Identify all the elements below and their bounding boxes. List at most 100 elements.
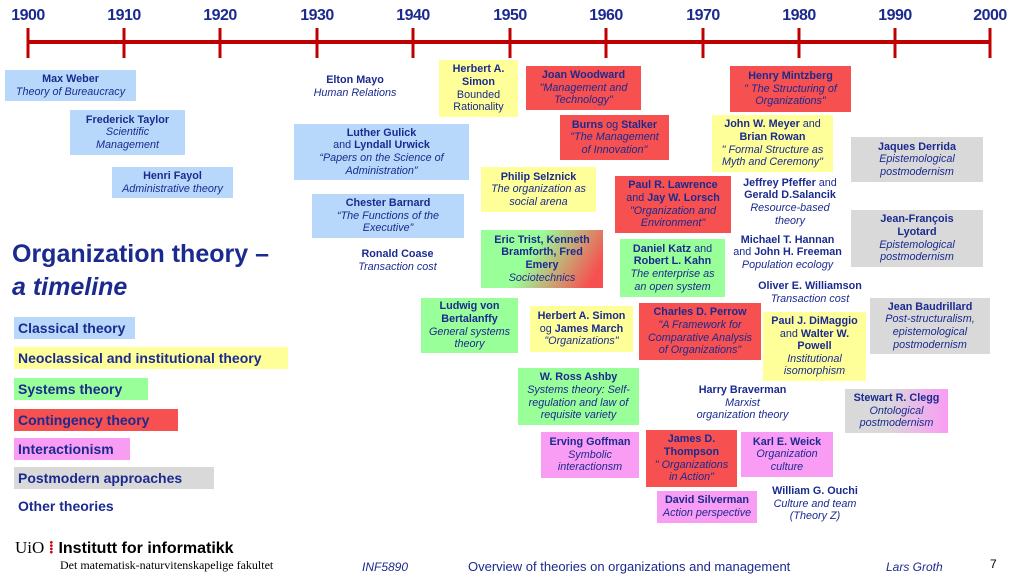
theory-line: "The Management <box>570 131 658 144</box>
theorist-name: Jeffrey Pfeffer <box>743 176 816 189</box>
theorist-name: Bertalanffy <box>441 312 498 325</box>
year-tick <box>26 28 30 58</box>
connector-text: and <box>626 191 648 204</box>
theory-line: David Silverman <box>665 494 749 507</box>
connector-text: and <box>815 176 837 189</box>
theory-box-postmodern: Jaques Derrida Epistemological postmoderni… <box>851 137 983 182</box>
theory-box-neoclassical: Philip Selznick The organization as social… <box>481 167 596 212</box>
theory-box-classical: Henri Fayol Administrative theory <box>112 167 233 198</box>
theory-line: Rationality <box>453 101 503 114</box>
theory-line: Administrative theory <box>122 183 223 196</box>
theory-name: "Management and <box>539 81 628 94</box>
theory-name: postmodernism <box>880 165 954 178</box>
theory-line: Theory of Bureaucracy <box>16 86 125 99</box>
theory-line: og James March <box>540 323 623 336</box>
theory-name: Systems theory: Self- <box>527 383 630 396</box>
theory-name: Organization <box>756 448 818 461</box>
theory-line: Paul J. DiMaggio <box>771 315 857 328</box>
theory-line: Marxist <box>725 397 760 410</box>
theory-line: Brian Rowan <box>740 131 806 144</box>
theory-name: Culture and team <box>773 497 857 510</box>
connector-text: and <box>733 246 755 259</box>
theory-box-systems-contingency: Eric Trist, Kenneth Bramforth, Fred Emery S… <box>481 230 603 288</box>
theory-box-classical: Max Weber Theory of Bureaucracy <box>5 70 136 101</box>
theory-name: an open system <box>634 280 711 293</box>
connector-text: and <box>333 139 355 152</box>
theory-name: Post-structuralism, <box>885 313 975 326</box>
theory-line: of Innovation" <box>582 144 648 157</box>
theory-name: in Action" <box>669 471 714 484</box>
theory-line: Action perspective <box>663 507 751 520</box>
theory-line: Lyotard <box>897 226 936 239</box>
theorist-name: Paul J. DiMaggio <box>771 315 858 328</box>
theory-box-contingency: James D. Thompson " Organizations in Action… <box>646 430 737 487</box>
theory-line: Simon <box>462 76 495 89</box>
theory-line: of Organizations" <box>659 344 741 357</box>
theory-line: regulation and law of <box>529 397 629 410</box>
theory-line: Systems theory: Self- <box>527 384 630 397</box>
connector-text: og <box>603 118 622 131</box>
uio-dots-icon: ⁞ <box>48 538 55 557</box>
title-line-1: Organization theory – <box>12 240 269 268</box>
theory-line: Administration” <box>345 165 417 178</box>
year-label: 1940 <box>396 7 430 24</box>
theory-box-systems: Ludwig von Bertalanffy General systems theo… <box>421 298 518 353</box>
theory-name: organization theory <box>696 409 789 422</box>
year-label: 1970 <box>686 7 720 24</box>
theorist-name: Oliver E. Williamson <box>758 279 862 292</box>
theory-box-other: Oliver E. Williamson Transaction cost <box>750 280 870 305</box>
theorist-name: Elton Mayo <box>326 73 384 86</box>
institute-name: Institutt for informatikk <box>58 540 234 557</box>
theorist-name: Herbert A. Simon <box>537 310 626 323</box>
theory-line: Daniel Katz and <box>633 243 712 256</box>
theory-line: (Theory Z) <box>790 510 840 523</box>
theory-line: social arena <box>509 196 567 209</box>
theory-box-neoclassical: Herbert A. Simon og James March "Organizat… <box>530 306 633 352</box>
year-label: 1910 <box>107 7 141 24</box>
year-tick <box>411 28 415 58</box>
theorist-name: William G. Ouchi <box>772 485 858 498</box>
connector-text: and <box>779 327 801 340</box>
theory-name: "Organizations" <box>544 335 619 348</box>
theory-name: Symbolic <box>568 448 612 461</box>
theory-name: interactionsm <box>557 461 623 474</box>
theory-line: postmodernism <box>880 166 954 179</box>
connector-text: Bounded <box>456 88 501 101</box>
year-label: 1980 <box>782 7 816 24</box>
year-tick <box>604 28 608 58</box>
legend-item-systems: Systems theory <box>14 378 148 400</box>
theory-box-other: Elton Mayo Human Relations <box>305 73 405 100</box>
theory-line: and Walter W. <box>780 328 849 341</box>
course-code: INF5890 <box>362 560 409 574</box>
theory-name: Population ecology <box>741 258 834 271</box>
theorist-name: Erving Goffman <box>549 436 631 449</box>
theory-box-postmodern: Jean-François Lyotard Epistemological postm… <box>851 210 983 267</box>
theorist-name: Ludwig von <box>439 300 500 313</box>
theorist-name: Burns <box>571 118 604 131</box>
theory-line: requisite variety <box>541 409 617 422</box>
theory-name: “Papers on the Science of <box>319 152 444 164</box>
theory-line: Institutional <box>787 353 842 366</box>
theory-line: Powell <box>797 340 831 353</box>
theory-box-neoclassical: Paul J. DiMaggio and Walter W. Powell Insti… <box>763 312 866 381</box>
theorist-name: Chester Barnard <box>345 197 431 210</box>
theory-line: Charles D. Perrow <box>653 306 746 319</box>
theory-line: theory <box>454 338 484 351</box>
theory-line: Ronald Coase <box>362 248 434 261</box>
theory-name: Marxist <box>725 396 760 409</box>
theorist-name: Henri Fayol <box>143 169 202 182</box>
theory-name: Epistemological <box>879 153 955 166</box>
theory-line: Organization <box>756 448 817 461</box>
connector-text: and <box>799 118 821 131</box>
theorist-name: Gerald D.Salancik <box>744 189 836 202</box>
theory-line: Herbert A. Simon <box>538 310 626 323</box>
theorist-name: Thompson <box>663 445 720 458</box>
theory-box-contingency: Paul R. Lawrence and Jay W. Lorsch "Organi… <box>615 176 731 233</box>
theory-line: Transaction cost <box>358 261 436 274</box>
theorist-name: Paul R. Lawrence <box>628 179 718 192</box>
theorist-name: Max Weber <box>42 72 99 85</box>
page-number: 7 <box>990 557 997 571</box>
theory-line: " Formal Structure as <box>722 144 824 157</box>
theory-line: postmodernism <box>880 251 954 264</box>
theory-line: epistemological <box>893 326 967 339</box>
